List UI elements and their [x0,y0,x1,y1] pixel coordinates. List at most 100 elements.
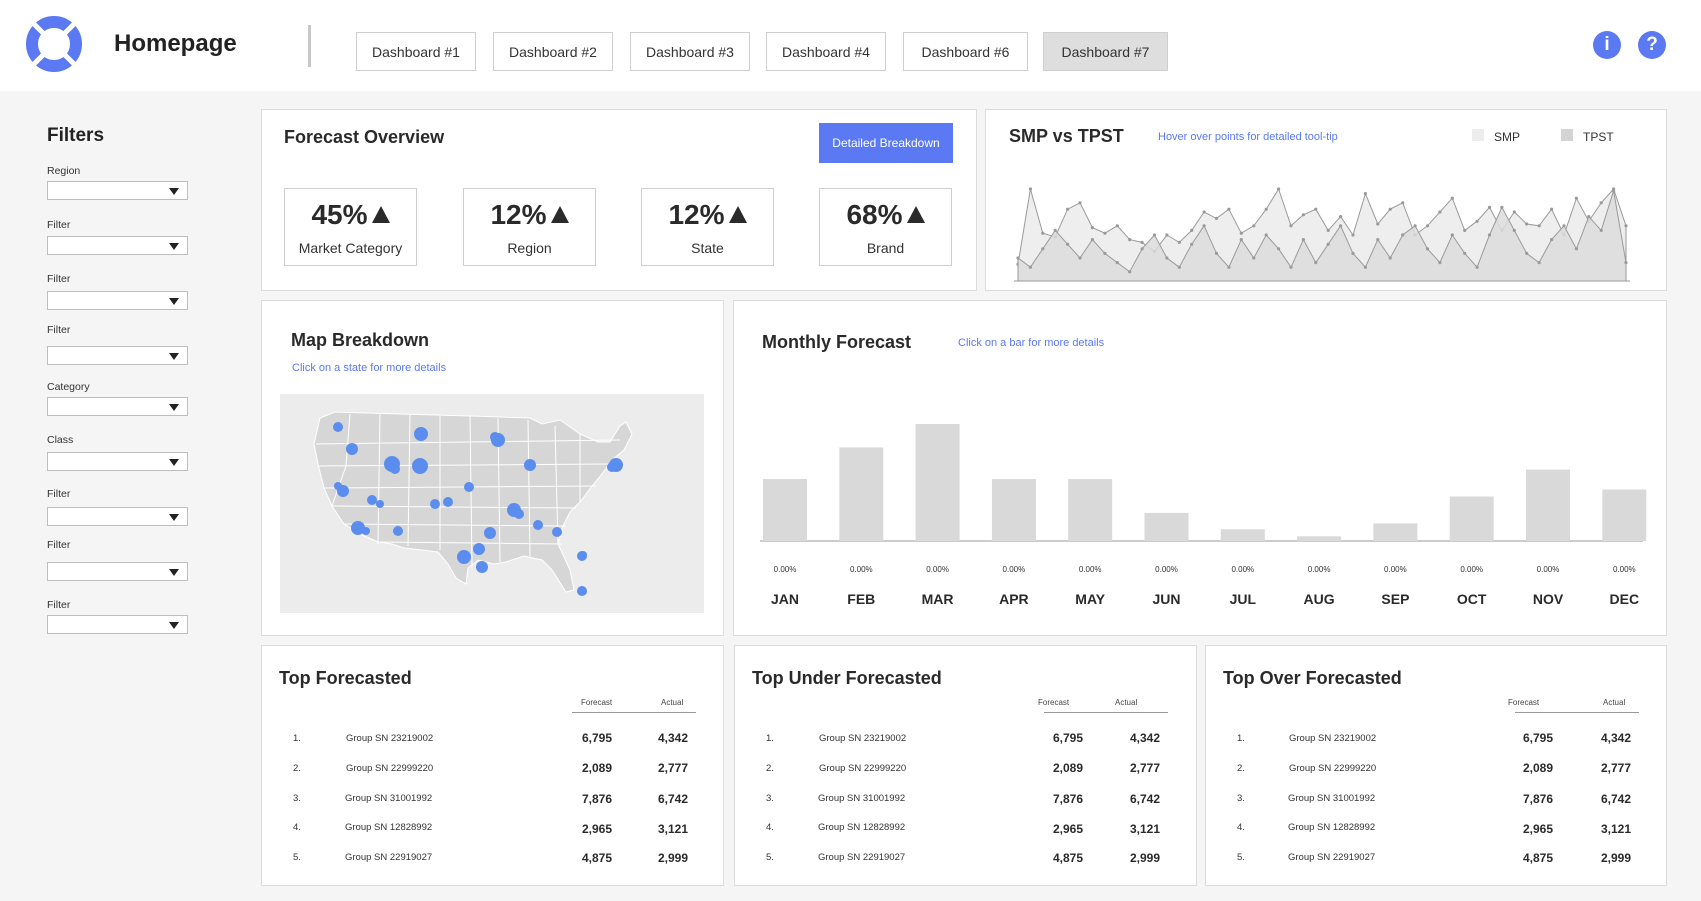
data-point[interactable] [1463,228,1467,232]
filter-select[interactable] [47,507,188,526]
filter-select-class[interactable] [47,452,188,471]
map-marker[interactable] [346,443,358,455]
data-point[interactable] [1103,231,1107,235]
data-point[interactable] [1326,242,1330,246]
data-point[interactable] [1028,265,1032,269]
map-marker[interactable] [552,527,562,537]
data-point[interactable] [1066,207,1070,211]
bar-nov[interactable] [1526,469,1570,541]
data-point[interactable] [1351,251,1355,255]
data-point[interactable] [1388,207,1392,211]
data-point[interactable] [1177,265,1181,269]
data-point[interactable] [1202,210,1206,214]
tab-dashboard-3[interactable]: Dashboard #3 [630,32,750,71]
filter-select[interactable] [47,236,188,255]
data-point[interactable] [1289,224,1293,228]
filter-select[interactable] [47,291,188,310]
kpi-card-state[interactable]: 12% State [641,188,774,266]
map-marker[interactable] [333,422,343,432]
map-marker[interactable] [524,459,536,471]
data-point[interactable] [1128,238,1132,242]
map-marker[interactable] [514,509,524,519]
data-point[interactable] [1525,251,1529,255]
kpi-card-region[interactable]: 12% Region [463,188,596,266]
filter-select[interactable] [47,615,188,634]
bar-jun[interactable] [1144,512,1189,541]
data-point[interactable] [1574,196,1578,200]
data-point[interactable] [1537,261,1541,265]
data-point[interactable] [1624,261,1628,265]
map-marker[interactable] [362,527,370,535]
smp-tpst-area-chart[interactable] [1014,185,1630,285]
data-point[interactable] [1301,213,1305,217]
data-point[interactable] [1041,231,1045,235]
data-point[interactable] [1500,205,1504,209]
bar-mar[interactable] [915,424,960,541]
data-point[interactable] [1425,224,1430,228]
data-point[interactable] [1277,247,1281,251]
bar-jan[interactable] [763,479,807,541]
data-point[interactable] [1078,256,1082,260]
map-marker[interactable] [484,527,496,539]
detailed-breakdown-button[interactable]: Detailed Breakdown [819,123,953,163]
map-marker[interactable] [457,550,471,564]
bar-feb[interactable] [839,447,884,541]
data-point[interactable] [1252,224,1256,228]
data-point[interactable] [1450,233,1454,237]
data-point[interactable] [1289,265,1293,269]
data-point[interactable] [1413,224,1417,228]
data-point[interactable] [1140,240,1144,244]
data-point[interactable] [1587,215,1591,219]
data-point[interactable] [1525,222,1529,226]
data-point[interactable] [1475,265,1479,269]
data-point[interactable] [1425,247,1430,251]
tab-dashboard-4[interactable]: Dashboard #4 [766,32,886,71]
data-point[interactable] [1053,228,1057,232]
data-point[interactable] [1363,192,1367,196]
filter-select[interactable] [47,346,188,365]
us-map[interactable] [280,394,704,613]
data-point[interactable] [1264,233,1268,237]
data-point[interactable] [1314,261,1318,265]
tab-dashboard-2[interactable]: Dashboard #2 [493,32,613,71]
data-point[interactable] [1537,224,1541,228]
bar-may[interactable] [1068,479,1113,541]
data-point[interactable] [1066,242,1070,246]
filter-select-category[interactable] [47,397,188,416]
data-point[interactable] [1090,226,1094,230]
map-marker[interactable] [367,495,377,505]
data-point[interactable] [1326,228,1330,232]
bar-oct[interactable] [1449,496,1494,542]
data-point[interactable] [1078,201,1082,205]
map-marker[interactable] [579,551,587,559]
data-point[interactable] [1401,233,1405,237]
map-marker[interactable] [393,526,403,536]
data-point[interactable] [1339,224,1343,228]
kpi-card-brand[interactable]: 68% Brand [819,188,952,266]
data-point[interactable] [1227,207,1231,211]
map-marker[interactable] [443,497,453,507]
tab-dashboard-1[interactable]: Dashboard #1 [356,32,476,71]
map-marker[interactable] [490,432,500,442]
data-point[interactable] [1388,256,1392,260]
data-point[interactable] [1562,224,1566,228]
bar-aug[interactable] [1297,536,1342,541]
map-marker[interactable] [334,482,342,490]
data-point[interactable] [1599,228,1603,232]
map-marker[interactable] [412,458,428,474]
data-point[interactable] [1190,242,1194,246]
data-point[interactable] [1512,210,1516,214]
tab-dashboard-6[interactable]: Dashboard #6 [903,32,1028,71]
data-point[interactable] [1376,238,1380,242]
data-point[interactable] [1339,215,1343,219]
data-point[interactable] [1401,201,1405,205]
data-point[interactable] [1487,233,1492,237]
data-point[interactable] [1041,247,1045,251]
map-marker[interactable] [390,464,400,474]
filter-select-region[interactable] [47,181,188,200]
data-point[interactable] [1227,265,1231,269]
bar-sep[interactable] [1373,523,1418,541]
data-point[interactable] [1376,222,1380,226]
data-point[interactable] [1550,238,1554,242]
monthly-forecast-bar-chart[interactable]: 0.00% JAN 0.00% FEB 0.00% MAR 0.00% APR 0.00% MAY… [734,301,1668,637]
